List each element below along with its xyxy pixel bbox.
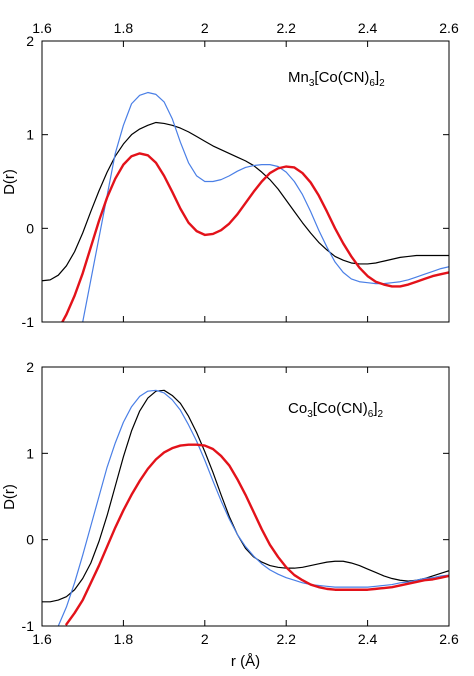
x-tick-label: 1.8	[114, 631, 134, 647]
plot-frame	[41, 366, 450, 627]
panel-mn3-co-cn6-2: 1.6 1.8 2 2.2 2.4 2.6 -1 0 1 2 D(r) Mn3[Co(CN)6]2	[1, 20, 459, 330]
x-tick-label-top: 2	[201, 20, 209, 36]
y-tick-label: 2	[26, 359, 34, 375]
x-tick-label-top: 2.6	[439, 20, 459, 36]
x-tick-label-top: 1.6	[32, 20, 52, 36]
y-axis-label: D(r)	[1, 484, 18, 510]
y-tick-label: 2	[26, 33, 34, 49]
x-tick-label-top: 1.8	[114, 20, 134, 36]
panel-co3-co-cn6-2: 1.6 1.8 2 2.2 2.4 2.6 -1 0 1 2 D(r) r (Å) Co3[Co(CN)…	[1, 359, 459, 670]
y-tick-label: -1	[22, 618, 35, 634]
x-tick-label: 2.6	[439, 631, 459, 647]
compound-annotation: Co3[Co(CN)6]2	[288, 400, 383, 420]
y-tick-label: 1	[26, 127, 34, 143]
x-tick-label-top: 2.2	[276, 20, 296, 36]
x-tick-label-top: 2.4	[358, 20, 378, 36]
plot-frame	[41, 40, 450, 323]
series-line-0	[42, 121, 449, 282]
series-line-1	[82, 91, 449, 322]
x-tick-label: 2.2	[276, 631, 296, 647]
y-tick-label: 0	[26, 220, 34, 236]
series-line-0	[42, 389, 449, 603]
x-tick-label: 2.4	[358, 631, 378, 647]
series-line-2	[61, 152, 449, 322]
x-axis-label: r (Å)	[231, 653, 260, 670]
x-tick-label: 2	[201, 631, 209, 647]
y-tick-label: 0	[26, 532, 34, 548]
y-tick-label: -1	[22, 314, 35, 330]
series-line-2	[65, 443, 449, 626]
series-line-1	[57, 389, 449, 626]
y-tick-label: 1	[26, 445, 34, 461]
y-axis-label: D(r)	[1, 169, 18, 195]
x-tick-label: 1.6	[32, 631, 52, 647]
compound-annotation: Mn3[Co(CN)6]2	[288, 69, 385, 89]
